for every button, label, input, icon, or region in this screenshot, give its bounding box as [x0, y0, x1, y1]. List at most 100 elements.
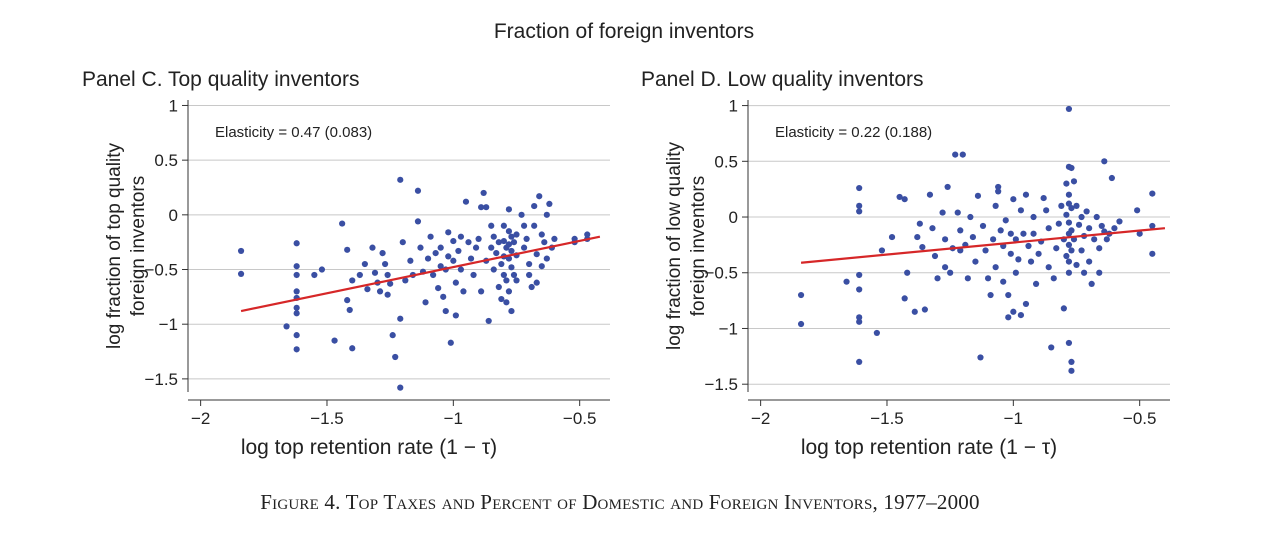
panel-c-data-point [392, 353, 399, 361]
panel-d-data-point [1068, 164, 1075, 172]
panel-d-data-point [1134, 207, 1141, 214]
panel-d-xlabel: log top retention rate (1 − τ) [801, 436, 1057, 459]
panel-c-data-point [513, 277, 520, 284]
panel-c-data-point [384, 271, 391, 279]
panel-d-data-point [1030, 213, 1037, 221]
panel-d-data-point [1005, 314, 1012, 321]
panel-c-data-point [520, 222, 528, 229]
panel-d-data-point [1032, 280, 1040, 287]
panel-d-data-point [1091, 236, 1098, 243]
panel-d-data-point [1065, 339, 1073, 347]
panel-c-ylabel-line: foreign inventors [128, 176, 149, 316]
panel-d-data-point [1065, 219, 1073, 226]
panel-d-data-point [947, 269, 954, 276]
panel-c-data-point [311, 271, 318, 279]
panel-d-data-point [954, 209, 961, 216]
panel-c-data-point [490, 233, 497, 240]
panel-d-data-point [888, 233, 896, 241]
panel-d-data-point [901, 196, 908, 203]
panel-c-title: Panel C. Top quality inventors [82, 68, 360, 91]
panel-d-data-point [1043, 207, 1050, 214]
panel-c-data-point [478, 288, 485, 295]
panel-c-data-point [493, 250, 500, 257]
panel-d-data-point [1093, 213, 1100, 221]
panel-c-data-point [508, 233, 515, 240]
panel-d-data-point [856, 208, 863, 215]
panel-c-data-point [442, 307, 449, 315]
panel-d-data-point [1002, 217, 1009, 224]
panel-c-data-point [427, 233, 434, 240]
panel-c-data-point [237, 247, 245, 255]
panel-c-data-point [387, 280, 394, 287]
panel-d-data-point [939, 209, 946, 216]
panel-d-data-point [856, 358, 863, 366]
panel-c-data-point [455, 247, 462, 255]
panel-d-data-point [990, 236, 997, 243]
panel-d-data-point [856, 286, 863, 293]
panel-c-data-point [472, 244, 480, 251]
panel-d-title: Panel D. Low quality inventors [641, 68, 924, 91]
panel-d-data-point [1063, 180, 1070, 187]
panel-d-data-point [1017, 311, 1025, 319]
panel-c-data-point [531, 202, 538, 210]
panel-d-data-point [1048, 344, 1055, 351]
panel-c-data-point [430, 271, 437, 279]
panel-c-data-point [397, 315, 404, 322]
panel-d-data-point [1027, 258, 1035, 265]
panel-c-data-point [339, 220, 346, 227]
panel-c-data-point [462, 198, 470, 205]
panel-d-data-point [979, 222, 987, 230]
panel-c-data-point [470, 271, 477, 279]
panel-c-data-point [551, 235, 558, 242]
panel-c-data-point [452, 312, 459, 319]
panel-c-data-point [397, 176, 404, 183]
panel-c-data-point [541, 239, 548, 246]
panel-c-data-point [488, 244, 495, 251]
panel-c-data-point [414, 187, 422, 194]
panel-c-data-point [293, 310, 300, 317]
panel-c-data-point [526, 271, 533, 279]
panel-c-elasticity-annotation: Elasticity = 0.47 (0.083) [215, 124, 372, 141]
panel-d-data-point [1060, 305, 1067, 312]
panel-d-data-point [1096, 245, 1103, 252]
panel-c-data-point [293, 332, 300, 339]
panel-d-data-point [1080, 269, 1088, 276]
panel-c-ytick-label: 1 [169, 96, 178, 115]
panel-d-data-point [1012, 236, 1019, 243]
panel-c-data-point [505, 255, 513, 262]
panel-c-data-point [475, 235, 482, 242]
panel-d-data-point [1030, 230, 1037, 237]
panel-c-data-point [349, 345, 356, 352]
panel-c-ytick-label: −1.5 [144, 370, 178, 389]
panel-c-xtick-label: −0.5 [563, 409, 597, 428]
panel-d-data-point [1068, 247, 1075, 254]
panel-c-data-point [376, 288, 384, 295]
panel-d-data-point [964, 275, 971, 282]
panel-d-data-point [1068, 358, 1075, 366]
panel-d-data-point [995, 183, 1002, 191]
panel-d-xtick-label: −0.5 [1123, 409, 1157, 428]
panel-d-data-point [1136, 230, 1143, 237]
panel-c-data-point [505, 228, 513, 235]
panel-d-data-point [1065, 269, 1073, 276]
panel-c-data-point [384, 291, 391, 298]
panel-d-data-point [1116, 218, 1123, 225]
panel-c-data-point [500, 271, 507, 279]
panel-d-data-point [904, 269, 911, 276]
panel-c-data-point [546, 200, 553, 207]
panel-d-data-point [997, 227, 1004, 234]
panel-c-data-point [480, 189, 487, 197]
panel-c-data-point [293, 271, 300, 279]
panel-c-data-point [424, 255, 432, 262]
panel-d-data-point [1055, 220, 1062, 227]
panel-c-data-point [498, 295, 505, 303]
panel-d-xtick-label: −1 [1004, 409, 1023, 428]
panel-c-data-point [526, 260, 533, 268]
panel-c-ylabel-line: log fraction of top quality [104, 143, 125, 349]
panel-c-data-point [500, 237, 507, 245]
panel-c-fit-line [240, 235, 601, 313]
panel-d-xtick-label: −1.5 [870, 409, 904, 428]
panel-c-data-point [505, 241, 513, 248]
panel-d-data-point [1012, 269, 1019, 276]
panel-d-data-point [1022, 191, 1030, 198]
